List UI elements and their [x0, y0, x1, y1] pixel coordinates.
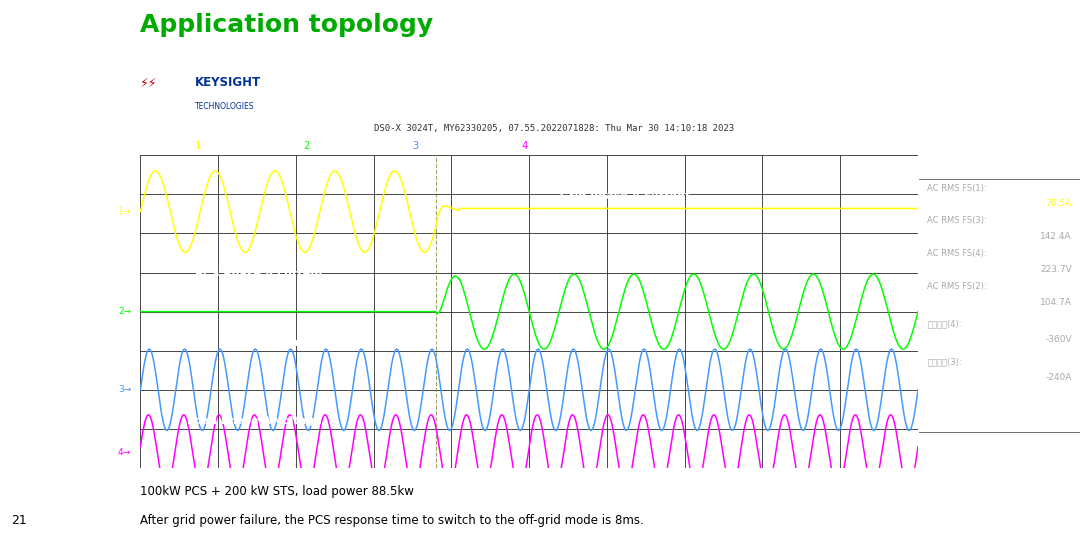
- Text: 2→: 2→: [118, 307, 131, 316]
- Text: KEYSIGHT: KEYSIGHT: [194, 76, 261, 89]
- Text: 1→: 1→: [118, 207, 131, 216]
- Text: 滚动: 滚动: [825, 142, 836, 151]
- Text: 100kW PCS + 200 kW STS, load power 88.5kw: 100kW PCS + 200 kW STS, load power 88.5k…: [140, 485, 415, 498]
- Text: 测量: 测量: [994, 161, 1005, 171]
- Text: -240A: -240A: [1045, 373, 1072, 382]
- Text: 2: 2: [303, 141, 310, 151]
- Text: 最小电平(3):: 最小电平(3):: [927, 357, 962, 366]
- Text: 最小电平(4):: 最小电平(4):: [927, 320, 961, 328]
- Text: ⚡⚡: ⚡⚡: [140, 76, 158, 89]
- Text: 8ms: 8ms: [420, 337, 449, 349]
- Text: 3→: 3→: [118, 385, 131, 394]
- Text: 4: 4: [522, 141, 528, 151]
- Text: 76.5A: 76.5A: [1045, 199, 1072, 208]
- Text: Application topology: Application topology: [140, 13, 433, 37]
- Text: 1: 1: [194, 141, 201, 151]
- Text: 4→: 4→: [118, 448, 131, 457]
- Text: +: +: [994, 436, 1005, 450]
- Text: After grid power failure, the PCS response time to switch to the off-grid mode i: After grid power failure, the PCS respon…: [140, 514, 644, 527]
- Text: AC RMS FS(2):: AC RMS FS(2):: [927, 282, 987, 291]
- Text: AC RMS FS(1):: AC RMS FS(1):: [927, 183, 987, 193]
- Text: 500A/: 500A/: [226, 142, 253, 151]
- Text: 223.7V: 223.7V: [1040, 265, 1072, 274]
- Text: DS0-X 3024T, MY62330205, 07.55.2022071828: Thu Mar 30 14:10:18 2023: DS0-X 3024T, MY62330205, 07.55.202207182…: [374, 124, 733, 133]
- Text: -8.877s: -8.877s: [724, 142, 761, 151]
- Text: 500V/: 500V/: [553, 142, 579, 151]
- Text: 500A/: 500A/: [444, 142, 471, 151]
- Text: -360V: -360V: [1045, 335, 1072, 344]
- Text: PCS Phase A current: PCS Phase A current: [194, 269, 323, 279]
- Text: AC RMS FS(4):: AC RMS FS(4):: [927, 249, 987, 258]
- Text: 50.00ms/: 50.00ms/: [631, 142, 673, 151]
- Text: Grid Phase A current: Grid Phase A current: [561, 191, 690, 201]
- Text: AC RMS FS(3):: AC RMS FS(3):: [927, 216, 987, 226]
- Text: 104.7A: 104.7A: [1040, 298, 1072, 307]
- Text: 3: 3: [413, 141, 419, 151]
- Text: 21: 21: [11, 514, 27, 527]
- Text: 500A/: 500A/: [335, 142, 362, 151]
- Text: 142.4A: 142.4A: [1040, 232, 1072, 241]
- Text: Load Phase A voltage: Load Phase A voltage: [187, 416, 322, 426]
- Text: Load Phase A current: Load Phase A current: [187, 338, 321, 348]
- Text: ≡: ≡: [156, 141, 162, 151]
- Text: TECHNOLOGIES: TECHNOLOGIES: [194, 102, 254, 111]
